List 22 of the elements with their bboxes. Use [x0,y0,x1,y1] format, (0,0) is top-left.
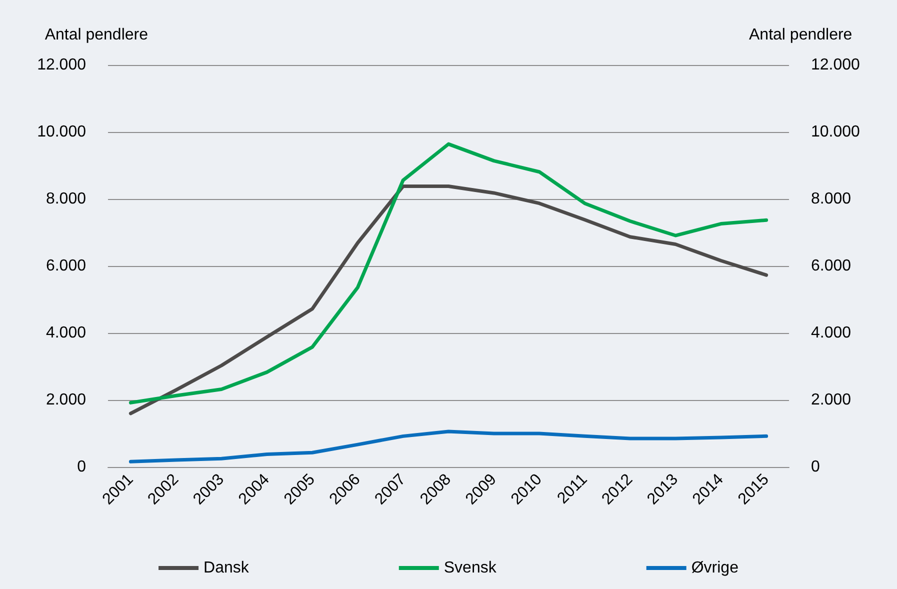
y-tick-label: 10.000 [37,124,86,140]
y-tick-label: 8.000 [46,190,86,208]
line-series [128,430,768,464]
legend-label: Øvrige [691,560,739,576]
y-tick-label: 4.000 [46,324,86,342]
line-series [128,184,768,416]
y2-tick-label: 12.000 [811,56,860,74]
y-axis-title: Antal pendlere [44,26,148,44]
legend-label: Svensk [444,560,498,576]
y2-tick-label: 0 [811,458,820,476]
y2-tick-label: 8.000 [811,190,852,208]
legend-label: Dansk [204,560,250,576]
y2-axis-title: Antal pendlere [749,26,852,44]
y-tick-label: 6.000 [46,258,86,274]
y2-tick-label: 10.000 [811,124,860,140]
line-series [128,142,768,404]
y2-tick-label: 6.000 [811,258,852,274]
y-tick-label: 12.000 [37,56,86,74]
y-tick-label: 2.000 [46,392,86,408]
y2-tick-label: 2.000 [811,392,852,408]
y-tick-label: 0 [77,458,86,476]
y2-tick-label: 4.000 [811,324,852,342]
